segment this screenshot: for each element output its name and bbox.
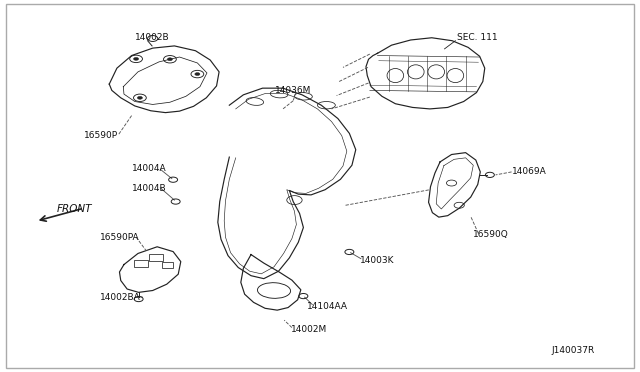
Text: FRONT: FRONT: [57, 204, 92, 214]
Text: 16590Q: 16590Q: [473, 230, 509, 240]
Circle shape: [195, 73, 200, 76]
Text: SEC. 111: SEC. 111: [458, 33, 498, 42]
Bar: [134, 260, 148, 267]
Text: 14004A: 14004A: [132, 164, 166, 173]
Text: 16590PA: 16590PA: [100, 233, 140, 243]
Text: 14036M: 14036M: [275, 86, 312, 95]
Text: 14104AA: 14104AA: [307, 302, 348, 311]
Circle shape: [168, 58, 173, 61]
Text: 14002BA: 14002BA: [100, 294, 140, 302]
Text: J140037R: J140037R: [551, 346, 595, 355]
Circle shape: [134, 57, 139, 60]
Text: 16590P: 16590P: [84, 131, 118, 141]
Bar: [149, 254, 163, 261]
Text: 14003K: 14003K: [360, 256, 395, 265]
Text: 14069A: 14069A: [511, 167, 547, 176]
Bar: [162, 262, 173, 268]
Text: 14002M: 14002M: [291, 325, 328, 334]
Circle shape: [138, 96, 143, 99]
Text: 14004B: 14004B: [132, 185, 166, 193]
Text: 14002B: 14002B: [135, 33, 170, 42]
